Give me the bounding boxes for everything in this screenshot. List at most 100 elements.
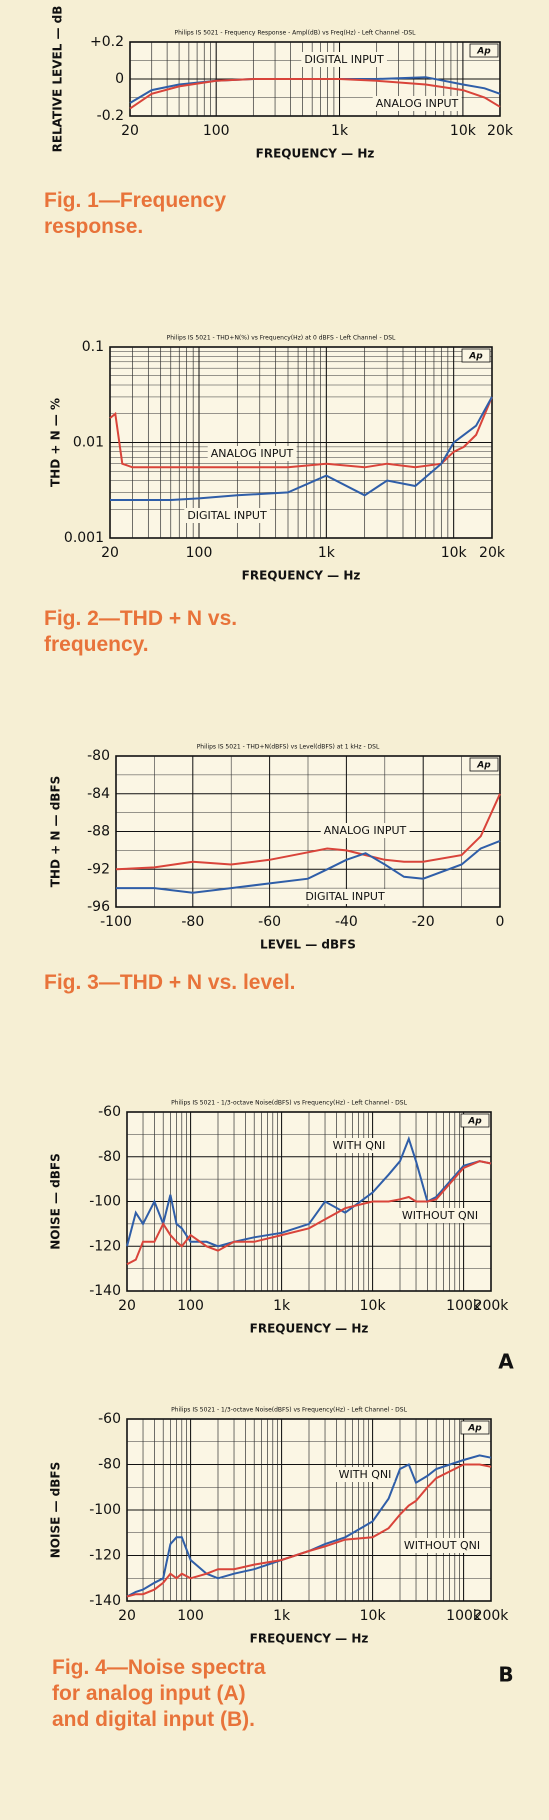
series-label: ANALOG INPUT — [324, 824, 407, 837]
logo-box — [460, 1420, 490, 1435]
x-axis-label: LEVEL — dBFS — [260, 938, 356, 952]
y-axis-label: NOISE — dBFS — [49, 1153, 63, 1249]
x-tick-label: 1k — [273, 1298, 291, 1314]
series-label-bg — [398, 1208, 482, 1223]
series-label-bg — [301, 52, 387, 67]
x-tick-label: -80 — [181, 914, 204, 930]
series-label: WITHOUT QNI — [404, 1539, 480, 1552]
logo: Ap — [476, 761, 491, 771]
logo-box — [469, 43, 499, 58]
chart: 20 100 1k 10k 20k -0.2 0 +0.2 Philips IS 5021 - … — [51, 6, 514, 161]
y-tick-label: -80 — [98, 1457, 121, 1473]
series-label-bg — [302, 889, 388, 904]
chart-header: Philips IS 5021 - THD+N(dBFS) vs Level(d… — [197, 744, 380, 751]
series-label: DIGITAL INPUT — [304, 53, 384, 66]
caption: Fig. 3—THD + N vs. level. — [44, 971, 296, 994]
logo-box — [460, 1113, 490, 1128]
y-tick-label: 0.001 — [64, 530, 104, 546]
x-tick-label: 100 — [177, 1298, 204, 1314]
x-tick-label: 0 — [496, 914, 505, 930]
y-tick-label: -80 — [87, 748, 110, 764]
y-tick-label: -60 — [98, 1411, 121, 1427]
y-tick-label: -80 — [98, 1149, 121, 1165]
series-line — [126, 1160, 492, 1266]
caption: Fig. 1—Frequency response. — [44, 189, 227, 238]
chart-header: Philips IS 5021 - THD+N(%) vs Frequency(… — [167, 335, 396, 342]
series-line — [110, 396, 493, 501]
chart-header: Philips IS 5021 - 1/3-octave Noise(dBFS)… — [171, 1100, 408, 1107]
x-tick-label: 100k — [446, 1298, 482, 1314]
y-tick-label: -140 — [89, 1283, 121, 1299]
series-line — [129, 78, 501, 110]
logo-box — [469, 757, 499, 772]
x-tick-label: -40 — [335, 914, 358, 930]
y-tick-label: -88 — [87, 824, 110, 840]
series-label: WITH QNI — [339, 1468, 392, 1481]
panel-label: A — [498, 1350, 514, 1374]
x-tick-label: -100 — [100, 914, 132, 930]
series-line — [126, 1463, 492, 1598]
logo: Ap — [468, 352, 483, 362]
series-label: DIGITAL INPUT — [305, 890, 385, 903]
logo: Ap — [476, 47, 491, 57]
x-tick-label: 20 — [118, 1608, 136, 1624]
x-axis-label: FREQUENCY — Hz — [250, 1322, 369, 1336]
panel-label: B — [498, 1663, 513, 1687]
x-tick-label: -60 — [258, 914, 281, 930]
x-axis-label: FREQUENCY — Hz — [242, 569, 361, 583]
x-tick-label: 20 — [101, 545, 119, 561]
y-axis-label: THD + N — % — [49, 398, 63, 487]
y-axis-label: THD + N — dBFS — [49, 776, 63, 888]
y-tick-label: 0.01 — [73, 435, 104, 451]
x-tick-label: 10k — [450, 123, 477, 139]
y-tick-label: -120 — [89, 1548, 121, 1564]
x-tick-label: 100 — [203, 123, 230, 139]
x-tick-label: 100k — [446, 1608, 482, 1624]
chart-header: Philips IS 5021 - Frequency Response - A… — [174, 30, 416, 37]
caption: Fig. 4—Noise spectra for analog input (A… — [52, 1656, 266, 1731]
series-label-bg — [400, 1538, 484, 1553]
series-label: WITH QNI — [333, 1139, 386, 1152]
x-tick-label: 10k — [441, 545, 468, 561]
y-tick-label: -60 — [98, 1104, 121, 1120]
y-tick-label: 0 — [115, 71, 124, 87]
x-tick-label: 100 — [186, 545, 213, 561]
series-line — [126, 1135, 492, 1248]
caption: Fig. 2—THD + N vs. frequency. — [44, 607, 238, 656]
x-tick-label: 200k — [474, 1608, 510, 1624]
y-axis-label: NOISE — dBFS — [49, 1462, 63, 1558]
y-axis-label: RELATIVE LEVEL — dB — [51, 6, 65, 153]
y-tick-label: -84 — [87, 786, 110, 802]
series-label: WITHOUT QNI — [402, 1209, 478, 1222]
series-line — [116, 839, 501, 894]
series-label-bg — [329, 1138, 389, 1153]
x-axis-label: FREQUENCY — Hz — [250, 1632, 369, 1646]
x-tick-label: 1k — [273, 1608, 291, 1624]
x-tick-label: 20k — [479, 545, 506, 561]
y-tick-label: 0.1 — [82, 339, 104, 355]
y-tick-label: +0.2 — [90, 34, 124, 50]
chart: -100 -80 -60 -40 -20 0 -96 -92 -88 -84 -80 Philips … — [49, 744, 505, 952]
series-label-bg — [372, 96, 462, 111]
chart-header: Philips IS 5021 - 1/3-octave Noise(dBFS)… — [171, 1407, 408, 1414]
x-tick-label: 100 — [177, 1608, 204, 1624]
y-tick-label: -96 — [87, 899, 110, 915]
y-tick-label: -0.2 — [97, 108, 124, 124]
series-label-bg — [184, 508, 270, 523]
series-line — [115, 793, 501, 871]
x-tick-label: 20 — [121, 123, 139, 139]
chart: 20 100 1k 10k 20k 0.001 0.01 0.1 Philips IS 5021… — [49, 335, 506, 583]
series-label: ANALOG INPUT — [211, 447, 294, 460]
x-tick-label: 10k — [360, 1608, 387, 1624]
y-tick-label: -100 — [89, 1194, 121, 1210]
series-label-bg — [320, 823, 410, 838]
series-line — [109, 396, 493, 469]
y-tick-label: -120 — [89, 1238, 121, 1254]
series-label-bg — [335, 1467, 395, 1482]
x-tick-label: 10k — [360, 1298, 387, 1314]
y-tick-label: -92 — [87, 861, 110, 877]
series-label: DIGITAL INPUT — [187, 509, 267, 522]
